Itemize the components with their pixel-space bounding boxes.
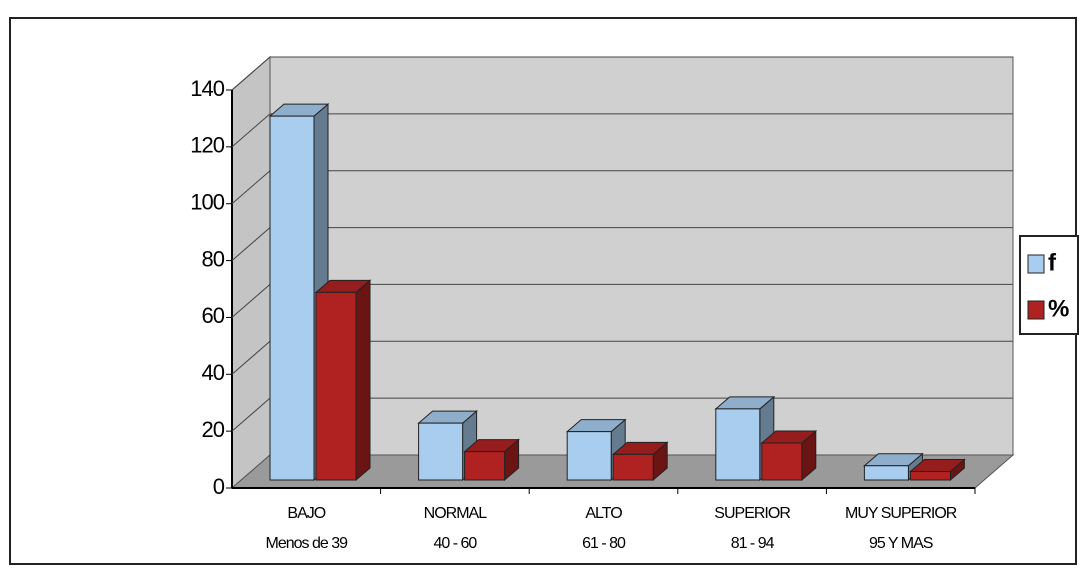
side-wall <box>231 55 271 490</box>
grid-line <box>231 113 271 148</box>
bar <box>909 458 966 482</box>
y-tick-label: 100 <box>190 190 224 215</box>
y-tick-label: 140 <box>190 76 224 101</box>
bar <box>314 279 372 482</box>
y-tick-label: 60 <box>202 303 225 328</box>
x-tick-label: MUY SUPERIOR <box>845 505 957 522</box>
y-tick-label: 40 <box>202 360 225 385</box>
bar <box>611 441 669 482</box>
bar-face <box>464 451 506 481</box>
x-tick-label: ALTO <box>585 505 622 522</box>
bar-face <box>612 453 654 481</box>
grid-line <box>231 397 271 432</box>
bar-face <box>566 431 612 481</box>
y-tick-label: 0 <box>213 474 225 499</box>
bar-face <box>418 422 464 481</box>
x-tick-label: 61 - 80 <box>582 535 626 552</box>
legend-label: % <box>1048 295 1069 322</box>
x-tick-label: BAJO <box>287 505 325 522</box>
back-wall <box>269 56 1014 456</box>
x-tick-label: Menos de 39 <box>266 535 349 552</box>
y-tick-label: 20 <box>202 417 225 442</box>
bar-face <box>863 465 909 481</box>
bar <box>463 438 520 482</box>
x-tick-label: NORMAL <box>424 505 488 522</box>
bar-face <box>715 408 761 481</box>
x-tick-label: 95 Y MAS <box>869 535 933 552</box>
x-tick-label: SUPERIOR <box>714 505 790 522</box>
x-tick-label: 40 - 60 <box>433 535 477 552</box>
grid-line <box>231 340 271 375</box>
bar-face <box>269 115 315 481</box>
legend-swatch <box>1027 254 1045 274</box>
legend-swatch <box>1027 300 1045 320</box>
legend-label: f <box>1048 249 1057 276</box>
bar-face <box>315 291 357 481</box>
grid-line <box>231 56 271 91</box>
bar <box>760 429 818 482</box>
y-tick-label: 80 <box>202 246 225 271</box>
y-tick-label: 120 <box>190 133 224 158</box>
x-tick-label: 81 - 94 <box>731 535 775 552</box>
bar-face <box>355 279 371 482</box>
bar-face <box>909 470 951 481</box>
grid-line <box>231 227 271 261</box>
bar-face <box>761 442 803 481</box>
grid-line <box>231 284 271 318</box>
grid-line <box>231 170 271 205</box>
